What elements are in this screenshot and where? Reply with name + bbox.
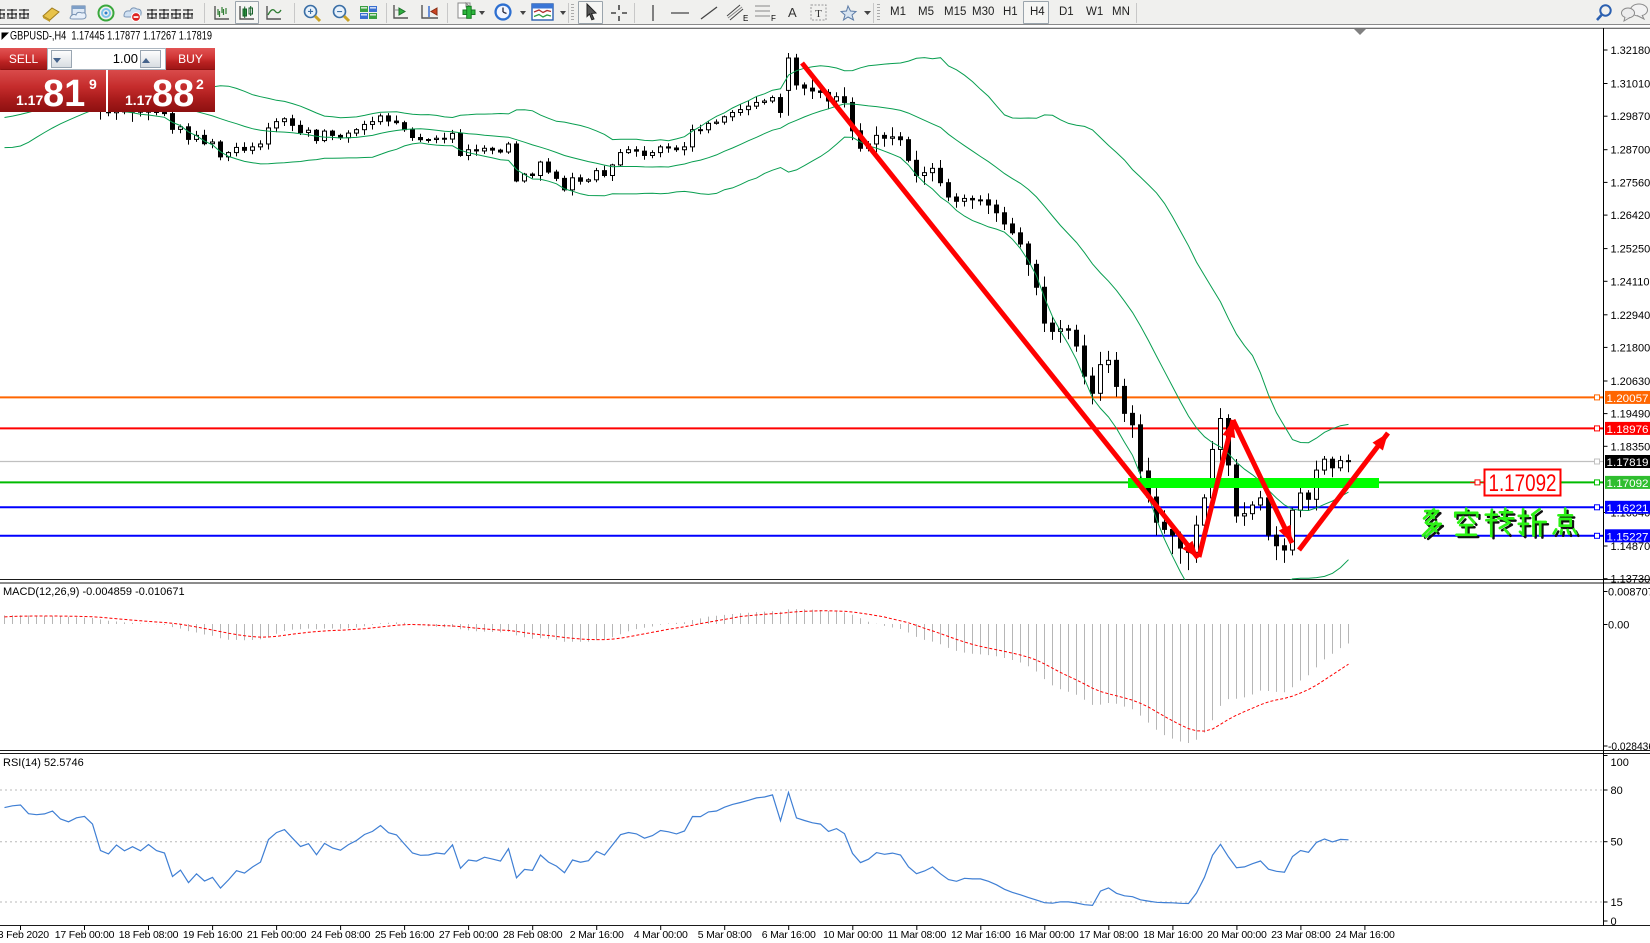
svg-text:11 Mar 08:00: 11 Mar 08:00 (887, 929, 946, 941)
svg-text:1.21800: 1.21800 (1611, 342, 1650, 354)
svg-text:1.22940: 1.22940 (1611, 310, 1650, 322)
svg-text:13 Feb 2020: 13 Feb 2020 (0, 929, 49, 941)
svg-text:1.14870: 1.14870 (1611, 541, 1650, 553)
svg-text:20 Mar 00:00: 20 Mar 00:00 (1207, 929, 1267, 941)
svg-text:24 Feb 08:00: 24 Feb 08:00 (311, 929, 371, 941)
svg-text:1.18350: 1.18350 (1611, 441, 1650, 453)
svg-text:0.00: 0.00 (1608, 620, 1629, 632)
svg-text:0: 0 (1611, 916, 1617, 928)
svg-text:24 Mar 16:00: 24 Mar 16:00 (1335, 929, 1395, 941)
svg-text:28 Feb 08:00: 28 Feb 08:00 (503, 929, 563, 941)
svg-text:21 Feb 00:00: 21 Feb 00:00 (247, 929, 307, 941)
svg-text:1.18976: 1.18976 (1607, 424, 1649, 436)
svg-text:2 Mar 16:00: 2 Mar 16:00 (570, 929, 624, 941)
svg-text:1.27560: 1.27560 (1611, 177, 1650, 189)
svg-text:GBPUSD-,H4 1.17445 1.17877 1.: GBPUSD-,H4 1.17445 1.17877 1.17267 1.178… (10, 29, 212, 43)
svg-text:19 Feb 16:00: 19 Feb 16:00 (183, 929, 243, 941)
svg-text:23 Mar 08:00: 23 Mar 08:00 (1271, 929, 1331, 941)
svg-text:10 Mar 00:00: 10 Mar 00:00 (823, 929, 883, 941)
svg-text:F: F (771, 14, 776, 23)
svg-text:25 Feb 16:00: 25 Feb 16:00 (375, 929, 435, 941)
svg-text:-0.028436: -0.028436 (1608, 741, 1650, 753)
svg-text:1.17092: 1.17092 (1607, 478, 1649, 490)
svg-text:50: 50 (1611, 837, 1623, 849)
svg-text:100: 100 (1611, 757, 1629, 769)
svg-text:1.31010: 1.31010 (1611, 79, 1650, 91)
svg-text:16 Mar 00:00: 16 Mar 00:00 (1015, 929, 1075, 941)
svg-text:18 Feb 08:00: 18 Feb 08:00 (119, 929, 179, 941)
svg-text:1.29870: 1.29870 (1611, 111, 1650, 123)
svg-text:80: 80 (1611, 785, 1623, 797)
svg-text:1.13730: 1.13730 (1611, 574, 1650, 586)
svg-text:12 Mar 16:00: 12 Mar 16:00 (951, 929, 1011, 941)
svg-text:1.20630: 1.20630 (1611, 376, 1650, 388)
svg-text:1.17092: 1.17092 (1489, 470, 1557, 497)
svg-text:4 Mar 00:00: 4 Mar 00:00 (634, 929, 688, 941)
svg-text:RSI(14) 52.5746: RSI(14) 52.5746 (3, 757, 84, 769)
svg-text:15: 15 (1611, 897, 1623, 909)
svg-text:T: T (815, 8, 822, 20)
svg-text:1.32180: 1.32180 (1611, 45, 1650, 57)
svg-text:1.15227: 1.15227 (1607, 531, 1649, 543)
svg-text:1.19490: 1.19490 (1611, 409, 1650, 421)
svg-text:−: − (337, 7, 343, 18)
svg-text:MACD(12,26,9) -0.004859 -0.010: MACD(12,26,9) -0.004859 -0.010671 (3, 586, 185, 598)
svg-text:17 Mar 08:00: 17 Mar 08:00 (1079, 929, 1139, 941)
svg-text:1.16221: 1.16221 (1607, 503, 1649, 515)
svg-text:1.24110: 1.24110 (1611, 276, 1650, 288)
svg-text:E: E (743, 14, 748, 23)
svg-text:1.28700: 1.28700 (1611, 145, 1650, 157)
svg-text:1.26420: 1.26420 (1611, 210, 1650, 222)
svg-text:6 Mar 16:00: 6 Mar 16:00 (762, 929, 816, 941)
svg-text:0.008707: 0.008707 (1608, 587, 1650, 599)
svg-text:1.17819: 1.17819 (1607, 457, 1649, 469)
svg-text:5 Mar 08:00: 5 Mar 08:00 (698, 929, 752, 941)
svg-text:18 Mar 16:00: 18 Mar 16:00 (1143, 929, 1203, 941)
svg-text:27 Feb 00:00: 27 Feb 00:00 (439, 929, 499, 941)
svg-text:1.20057: 1.20057 (1607, 393, 1649, 405)
svg-text:+: + (308, 7, 314, 18)
svg-text:1.25250: 1.25250 (1611, 244, 1650, 256)
svg-text:17 Feb 00:00: 17 Feb 00:00 (55, 929, 115, 941)
